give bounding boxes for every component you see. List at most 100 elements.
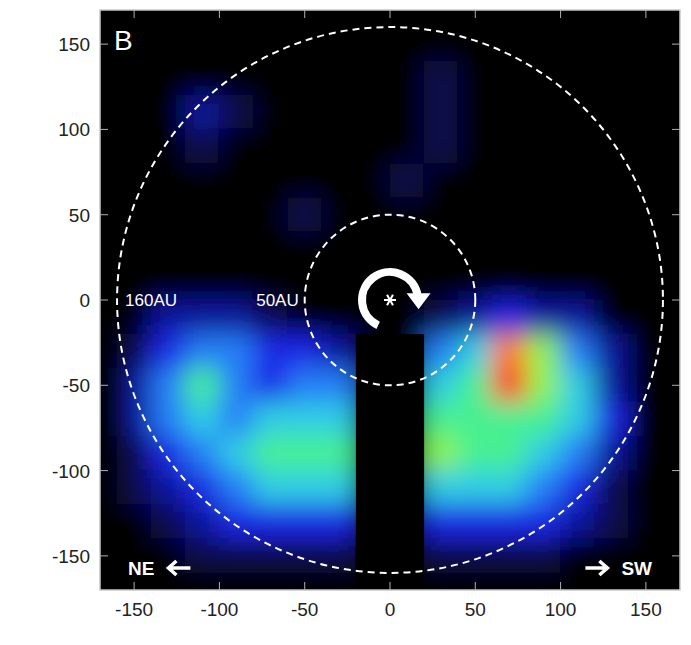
- cell: [117, 436, 152, 471]
- cell: [253, 334, 288, 369]
- cell: [219, 163, 254, 198]
- cell: [117, 163, 152, 198]
- cell: [355, 231, 390, 266]
- cell: [560, 197, 595, 232]
- y-tick-label: 0: [79, 290, 90, 311]
- cell: [151, 163, 186, 198]
- cell: [594, 334, 629, 369]
- cell: [321, 95, 356, 130]
- x-tick-label: -150: [115, 599, 153, 620]
- cell: [424, 231, 459, 266]
- cell: [560, 334, 595, 369]
- x-tick-label: 0: [385, 599, 396, 620]
- cell: [560, 300, 595, 335]
- cell: [526, 436, 561, 471]
- x-tick-label: 150: [630, 599, 662, 620]
- cell: [253, 197, 288, 232]
- cell: [628, 95, 663, 130]
- y-tick: [100, 300, 108, 301]
- cell: [526, 27, 561, 62]
- chart: 50AU160AUBNESW-150-100-50050100150-150-1…: [0, 0, 691, 645]
- cell: [526, 197, 561, 232]
- cell: [287, 163, 322, 198]
- cell: [321, 27, 356, 62]
- cell: [117, 231, 152, 266]
- y-tick-label: -50: [63, 375, 90, 396]
- y-tick: [100, 470, 108, 471]
- x-tick-label: -100: [200, 599, 238, 620]
- cell: [219, 231, 254, 266]
- cell: [594, 300, 629, 335]
- x-tick-label: 50: [465, 599, 486, 620]
- cell: [492, 197, 527, 232]
- cell: [253, 163, 288, 198]
- x-tick: [304, 582, 305, 590]
- cell: [492, 504, 527, 539]
- x-tick: [390, 582, 391, 590]
- cell: [560, 368, 595, 403]
- cell: [151, 231, 186, 266]
- cell: [253, 368, 288, 403]
- y-tick: [672, 300, 680, 301]
- cell: [185, 470, 220, 505]
- cell: [117, 95, 152, 130]
- cell: [594, 27, 629, 62]
- cell: [526, 300, 561, 335]
- cell: [185, 300, 220, 335]
- y-tick: [672, 214, 680, 215]
- direction-arrow: [168, 561, 190, 575]
- rotation-arrowhead: [407, 293, 431, 309]
- cell: [117, 61, 152, 96]
- cell: [628, 504, 663, 539]
- cell: [219, 197, 254, 232]
- cell: [151, 27, 186, 62]
- cell: [458, 61, 493, 96]
- cell: [321, 129, 356, 164]
- star-ray: [387, 295, 393, 305]
- cell: [321, 197, 356, 232]
- cell: [628, 402, 663, 437]
- cell: [151, 402, 186, 437]
- cell: [219, 300, 254, 335]
- cell: [390, 231, 425, 266]
- radius-circle: [305, 215, 476, 386]
- cell: [526, 163, 561, 198]
- cell: [321, 265, 356, 300]
- radius-circle: [117, 27, 663, 573]
- cell: [390, 61, 425, 96]
- cell: [287, 470, 322, 505]
- cell: [526, 538, 561, 573]
- cell: [424, 402, 459, 437]
- x-tick: [390, 10, 391, 18]
- cell: [424, 163, 459, 198]
- y-tick-label: 150: [58, 34, 90, 55]
- cell: [287, 368, 322, 403]
- y-tick: [100, 555, 108, 556]
- cell: [321, 470, 356, 505]
- circle-label: 160AU: [125, 291, 177, 310]
- cell: [628, 436, 663, 471]
- y-tick-label: 100: [58, 119, 90, 140]
- cell: [560, 163, 595, 198]
- cell: [185, 27, 220, 62]
- cell: [458, 504, 493, 539]
- cell: [117, 402, 152, 437]
- cell: [424, 436, 459, 471]
- cell: [253, 436, 288, 471]
- cell: [526, 129, 561, 164]
- cell: [424, 504, 459, 539]
- star: [384, 295, 396, 305]
- cell: [219, 334, 254, 369]
- cell: [253, 231, 288, 266]
- cell: [560, 95, 595, 130]
- cell: [424, 197, 459, 232]
- x-tick: [645, 10, 646, 18]
- cell: [594, 163, 629, 198]
- cell: [219, 368, 254, 403]
- cell: [492, 265, 527, 300]
- cell: [628, 61, 663, 96]
- cell: [492, 27, 527, 62]
- cell: [492, 334, 527, 369]
- cell: [492, 300, 527, 335]
- cell: [253, 95, 288, 130]
